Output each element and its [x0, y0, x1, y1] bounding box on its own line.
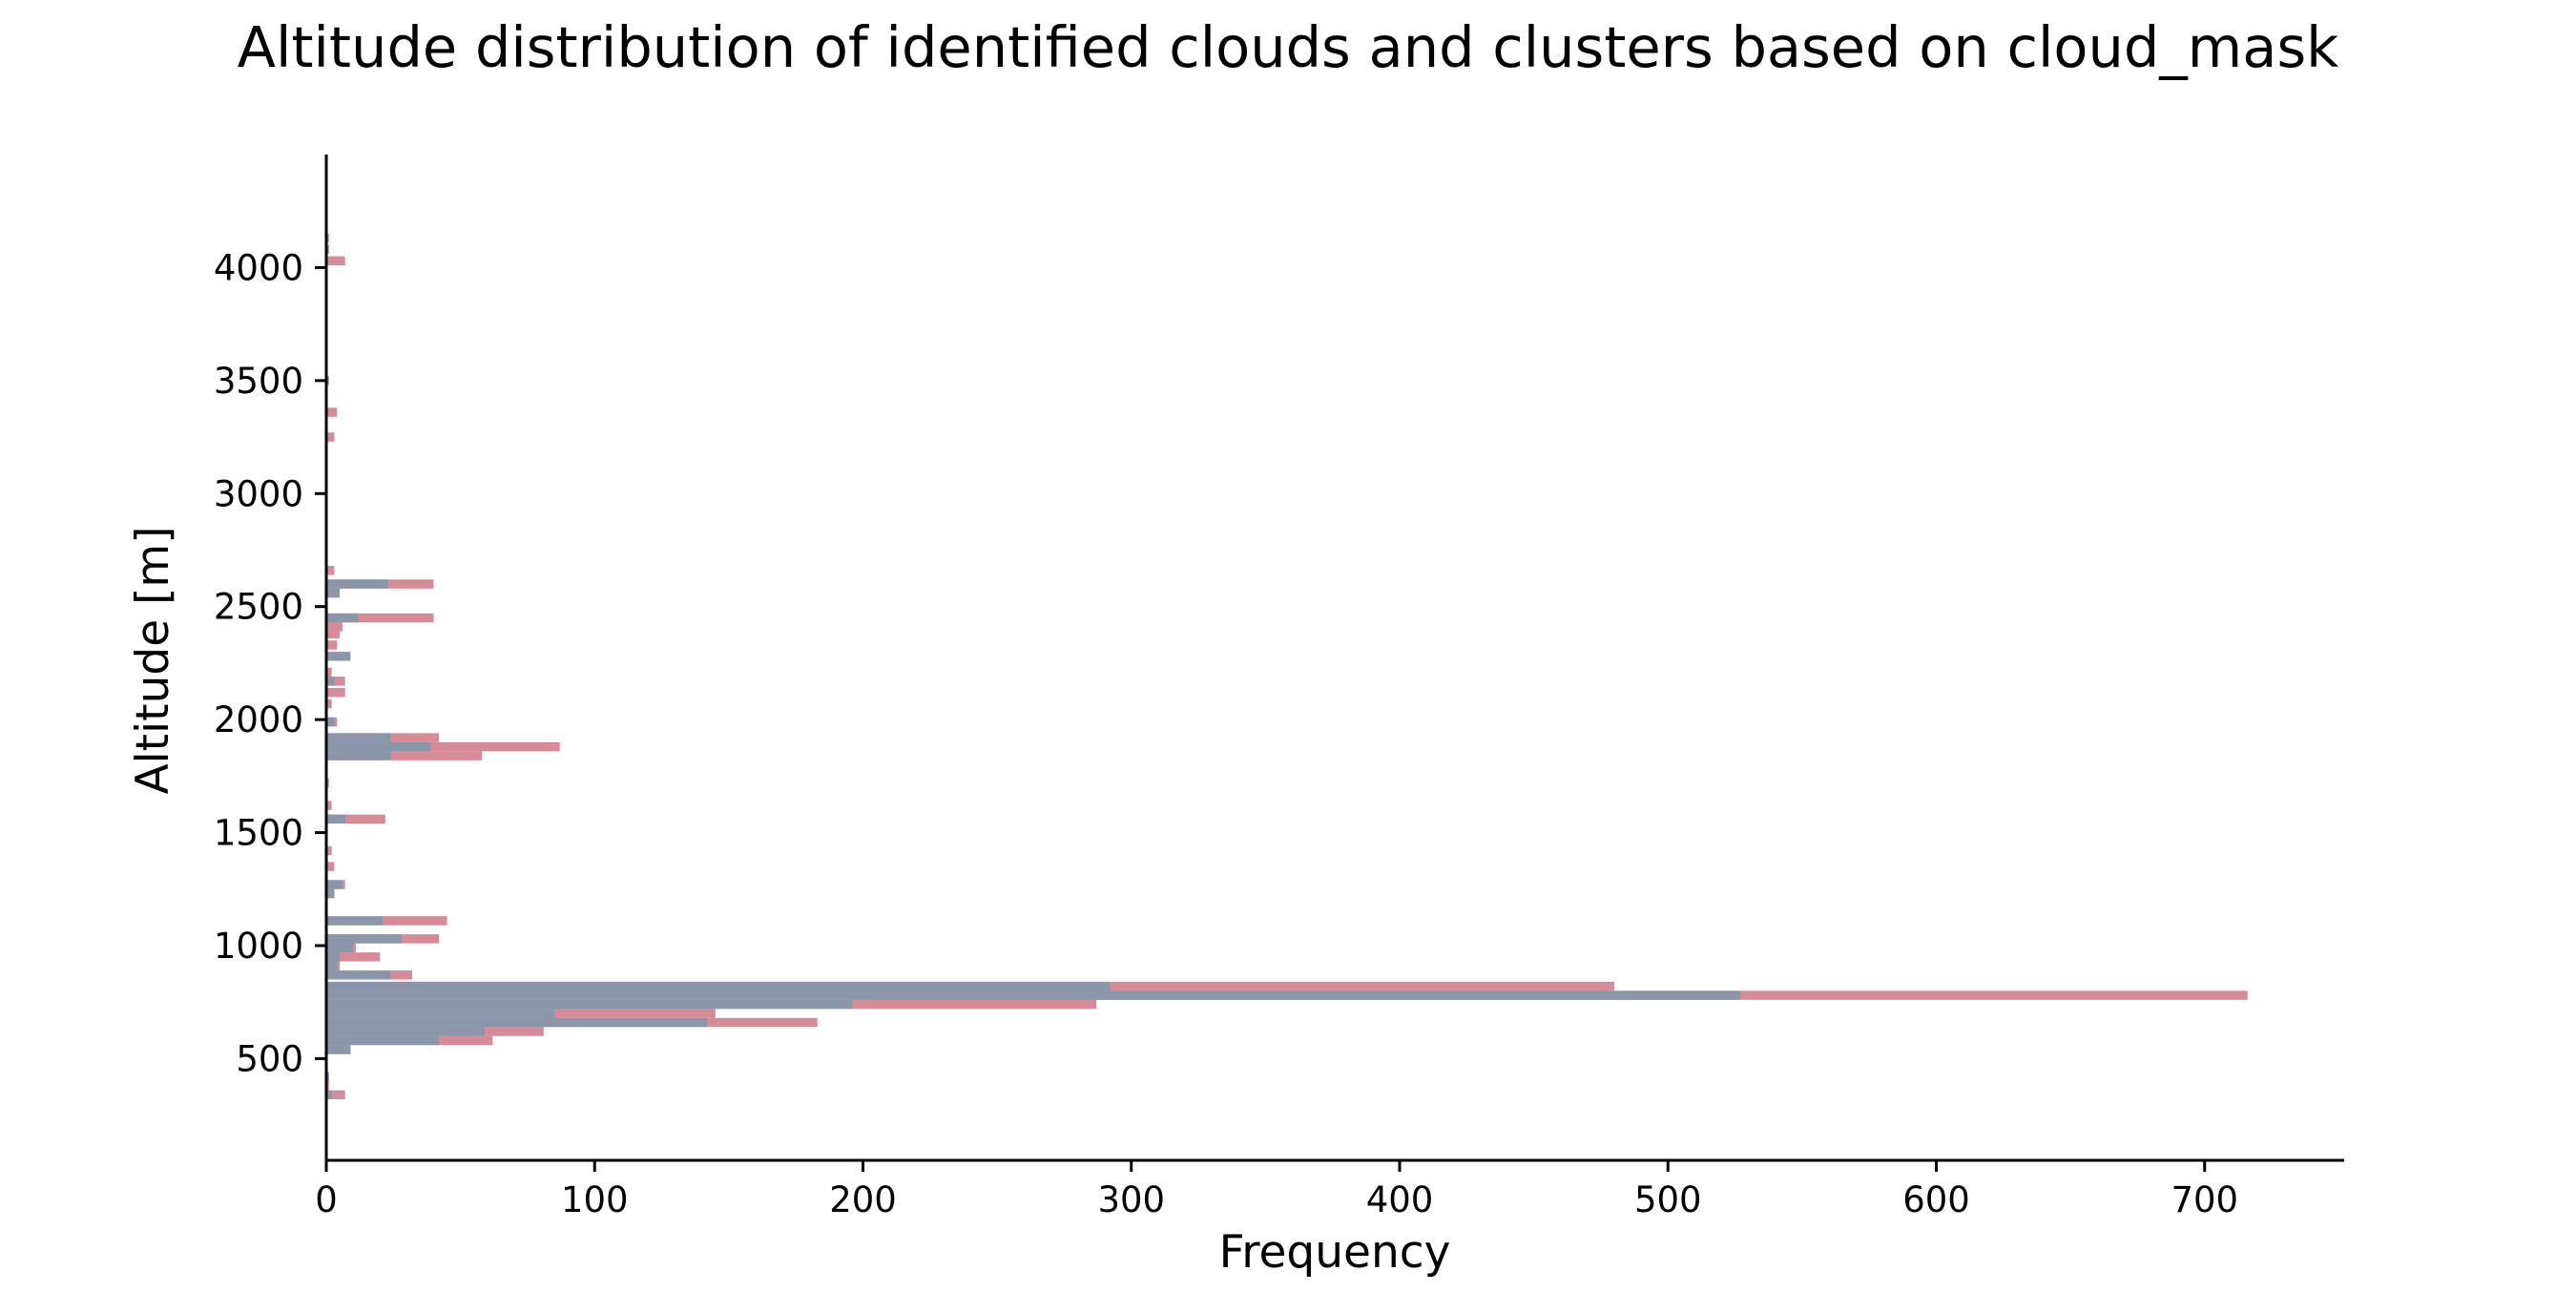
- chart-title: Altitude distribution of identified clou…: [238, 14, 2339, 80]
- y-tick-label-2500: 2500: [214, 587, 303, 628]
- x-tick-label-400: 400: [1366, 1179, 1434, 1220]
- x-tick-label-600: 600: [1902, 1179, 1970, 1220]
- bar-slate-11: [326, 814, 345, 824]
- bar-pink-20: [326, 801, 332, 810]
- bar-pink-11: [326, 667, 332, 677]
- bar-pink-2: [326, 407, 338, 417]
- bar-slate-7: [326, 717, 335, 727]
- bar-slate-23: [326, 1009, 555, 1018]
- bar-pink-8: [326, 622, 343, 632]
- bar-slate-6: [326, 677, 335, 686]
- bar-pink-13: [326, 687, 345, 698]
- bar-pink-1: [326, 256, 345, 266]
- bar-slate-22: [326, 999, 853, 1010]
- bar-pink-4: [326, 566, 335, 575]
- x-tick-label-0: 0: [315, 1179, 338, 1220]
- bar-slate-3: [326, 588, 341, 598]
- bar-slate-2: [326, 579, 388, 589]
- x-tick-label-300: 300: [1097, 1179, 1165, 1220]
- x-tick-label-500: 500: [1634, 1179, 1702, 1220]
- bar-pink-9: [326, 629, 341, 638]
- y-tick-label-2000: 2000: [214, 699, 303, 740]
- y-tick-label-3500: 3500: [214, 361, 303, 402]
- bar-slate-27: [326, 1045, 351, 1054]
- bar-slate-8: [326, 733, 391, 742]
- bar-pink-26: [326, 916, 447, 926]
- y-tick-label-1500: 1500: [214, 813, 303, 854]
- bar-slate-12: [326, 880, 343, 889]
- x-axis-label: Frequency: [1219, 1226, 1451, 1279]
- bar-pink-23: [326, 862, 335, 871]
- bar-slate-24: [326, 1017, 708, 1028]
- bar-pink-29: [326, 952, 381, 962]
- bar-pink-21: [326, 814, 385, 824]
- bar-slate-9: [326, 741, 431, 752]
- bar-slate-21: [326, 990, 1741, 1000]
- bar-slate-18: [326, 961, 338, 971]
- bar-slate-14: [326, 916, 384, 926]
- axes-layer: 0 100 200 300 400 500 600 700 500 1000 1500 2000 250…: [214, 155, 2344, 1220]
- bar-pink-7: [326, 613, 434, 623]
- bar-pink-18: [326, 751, 483, 761]
- bar-pink-12: [326, 677, 345, 686]
- y-tick-label-3000: 3000: [214, 473, 303, 514]
- bar-pink-42: [326, 1090, 345, 1100]
- bar-slate-10: [326, 751, 391, 761]
- x-tick-label-100: 100: [561, 1179, 629, 1220]
- y-tick-label-1000: 1000: [214, 926, 303, 967]
- bar-pink-10: [326, 640, 338, 650]
- bar-slate-4: [326, 613, 359, 623]
- bar-pink-22: [326, 845, 332, 856]
- y-tick-label-500: 500: [236, 1038, 303, 1079]
- x-tick-label-700: 700: [2171, 1179, 2238, 1220]
- bar-slate-26: [326, 1035, 440, 1046]
- y-tick-label-4000: 4000: [214, 247, 303, 288]
- y-axis-label: Altitude [m]: [127, 526, 179, 794]
- bar-slate-19: [326, 970, 391, 980]
- bar-slate-17: [326, 952, 341, 962]
- bar-slate-15: [326, 934, 402, 944]
- bars-layer: [326, 233, 2248, 1100]
- bar-slate-29: [326, 1090, 332, 1100]
- bar-pink-14: [326, 698, 332, 709]
- bar-pink-3: [326, 432, 335, 442]
- bar-slate-16: [326, 943, 354, 953]
- bar-slate-25: [326, 1027, 485, 1036]
- bar-pink-17: [326, 741, 560, 752]
- bar-slate-20: [326, 981, 1111, 991]
- bar-slate-13: [326, 888, 335, 899]
- bar-slate-5: [326, 652, 351, 661]
- x-tick-label-200: 200: [829, 1179, 897, 1220]
